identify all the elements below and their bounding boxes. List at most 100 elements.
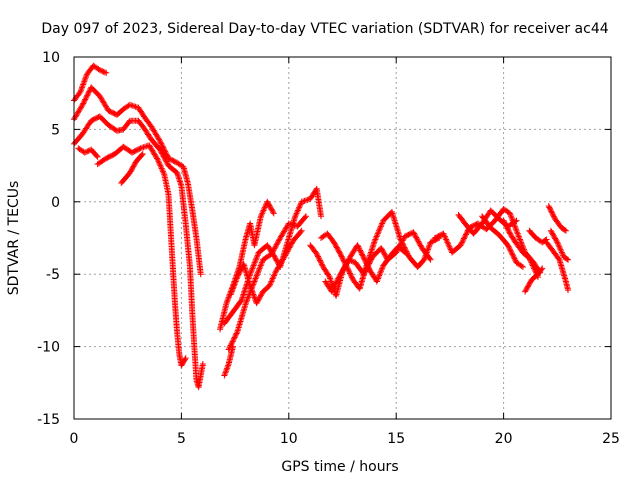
data-point-marker (269, 276, 276, 283)
data-point-marker (414, 237, 421, 244)
data-point-marker (232, 278, 239, 285)
data-point-marker (84, 92, 91, 99)
data-point-marker (269, 207, 276, 214)
data-point-marker (259, 210, 266, 217)
data-point-marker (319, 262, 326, 269)
data-point-marker (158, 140, 165, 147)
data-point-marker (379, 247, 386, 254)
data-point-marker (355, 244, 362, 251)
data-point-marker (261, 206, 268, 213)
data-point-marker (80, 100, 87, 107)
data-point-marker (551, 234, 558, 241)
data-point-marker (426, 242, 433, 249)
data-point-marker (549, 230, 556, 237)
data-point-marker (502, 221, 509, 228)
data-point-marker (335, 247, 342, 254)
data-point-marker (157, 164, 164, 171)
data-point-marker (248, 266, 255, 273)
data-point-marker (347, 271, 354, 278)
data-point-marker (295, 206, 302, 213)
data-point-marker (221, 371, 228, 378)
data-point-marker (81, 149, 88, 156)
data-point-marker (529, 261, 536, 268)
data-point-marker (505, 243, 512, 250)
data-point-marker (410, 229, 417, 236)
data-point-marker (522, 288, 529, 295)
data-point-marker (554, 239, 561, 246)
data-point-marker (164, 159, 171, 166)
data-point-marker (416, 239, 423, 246)
data-point-marker (159, 166, 166, 173)
data-point-marker (516, 236, 523, 243)
data-point-marker (545, 203, 552, 210)
data-point-marker (159, 150, 166, 157)
data-point-marker (249, 265, 256, 272)
data-point-marker (359, 251, 366, 258)
data-point-marker (343, 260, 350, 267)
data-point-marker (441, 232, 448, 239)
data-point-marker (527, 256, 534, 263)
data-point-marker (315, 253, 322, 260)
data-point-marker (457, 242, 464, 249)
data-point-marker (243, 297, 250, 304)
data-point-marker (162, 150, 169, 157)
data-point-marker (505, 226, 512, 233)
data-point-marker (251, 278, 258, 285)
data-point-marker (83, 93, 90, 100)
data-point-marker (400, 236, 407, 243)
data-point-marker (156, 161, 163, 168)
data-point-marker (271, 271, 278, 278)
data-point-marker (330, 285, 337, 292)
data-point-marker (562, 227, 569, 234)
data-point-marker (251, 294, 258, 301)
data-point-marker (155, 158, 162, 165)
data-point-marker (506, 246, 513, 253)
data-point-marker (373, 278, 380, 285)
data-point-marker (556, 243, 563, 250)
data-point-marker (508, 248, 515, 255)
data-point-marker (344, 258, 351, 265)
data-point-marker (413, 234, 420, 241)
data-point-marker (512, 226, 519, 233)
data-point-marker (78, 85, 85, 92)
data-point-marker (374, 232, 381, 239)
x-tick-label: 0 (70, 431, 79, 447)
data-point-marker (270, 210, 277, 217)
data-point-marker (361, 269, 368, 276)
data-point-marker (444, 239, 451, 246)
data-point-marker (461, 234, 468, 241)
data-point-marker (237, 267, 244, 274)
y-axis-label: SDTVAR / TECUs (6, 181, 22, 296)
data-point-marker (531, 265, 538, 272)
data-point-marker (251, 261, 258, 268)
data-point-marker (331, 240, 338, 247)
data-point-marker (379, 220, 386, 227)
data-point-marker (345, 257, 352, 264)
data-point-marker (316, 256, 323, 263)
data-point-marker (230, 337, 237, 344)
data-point-marker (230, 335, 237, 342)
data-point-marker (249, 288, 256, 295)
data-point-marker (139, 151, 146, 158)
data-point-marker (223, 366, 230, 373)
data-point-marker (199, 360, 206, 367)
data-point-marker (287, 243, 294, 250)
data-point-marker (172, 159, 179, 166)
data-point-marker (157, 139, 164, 146)
data-point-marker (228, 288, 235, 295)
data-point-marker (157, 147, 164, 154)
data-point-marker (514, 230, 521, 237)
data-point-marker (518, 263, 525, 270)
data-point-marker (511, 255, 518, 262)
data-point-marker (156, 136, 163, 143)
data-point-marker (367, 257, 374, 264)
data-point-marker (272, 269, 279, 276)
data-point-marker (362, 268, 369, 275)
data-point-marker (546, 204, 553, 211)
data-point-marker (228, 339, 235, 346)
data-point-marker (76, 89, 83, 96)
data-point-marker (128, 167, 135, 174)
data-point-marker (266, 202, 273, 209)
data-point-marker (462, 232, 469, 239)
data-point-marker (282, 252, 289, 259)
